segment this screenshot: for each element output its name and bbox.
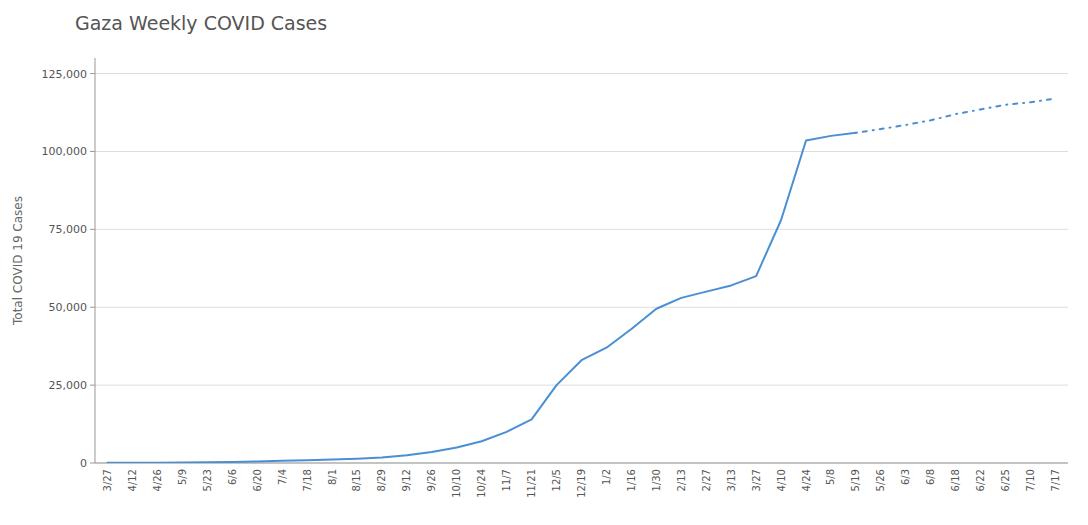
x-tick-label: 3/13 — [726, 469, 737, 491]
x-tick-label: 10/10 — [451, 469, 462, 498]
x-tick-label: 2/13 — [676, 469, 687, 491]
x-tick-label: 8/29 — [376, 469, 387, 491]
y-tick-label: 0 — [80, 457, 87, 470]
x-tick-label: 6/25 — [1000, 469, 1011, 491]
line — [856, 99, 1056, 133]
grid-line — [95, 151, 1068, 152]
y-tick — [90, 307, 95, 308]
x-tick-label: 7/4 — [277, 469, 288, 485]
x-tick-label: 6/18 — [950, 469, 961, 491]
x-tick-label: 9/12 — [401, 469, 412, 491]
x-tick-label: 8/15 — [351, 469, 362, 491]
x-tick-label: 4/26 — [152, 469, 163, 491]
x-tick-label: 7/10 — [1025, 469, 1036, 491]
x-tick-label: 5/23 — [202, 469, 213, 491]
x-tick-label: 10/24 — [476, 469, 487, 498]
x-tick-label: 12/5 — [551, 469, 562, 491]
x-tick-label: 3/27 — [102, 469, 113, 491]
chart: Gaza Weekly COVID Cases 0 25,000 50,000 75,0… — [0, 0, 1088, 525]
x-tick-label: 4/24 — [801, 469, 812, 491]
grid-line — [95, 229, 1068, 230]
grid — [95, 74, 1068, 463]
y-tick-label: 100,000 — [42, 145, 88, 158]
x-tick-label: 12/19 — [576, 469, 587, 498]
y-tick — [90, 385, 95, 386]
x-tick-label: 5/8 — [825, 469, 836, 485]
x-tick-label: 3/27 — [751, 469, 762, 491]
grid-line — [95, 73, 1068, 74]
y-tick-label: 25,000 — [49, 379, 88, 392]
x-tick-label: 11/7 — [501, 469, 512, 491]
x-tick-label: 7/17 — [1050, 469, 1061, 491]
y-axis-label: Total COVID 19 Cases — [11, 196, 25, 326]
x-tick-label: 1/2 — [601, 469, 612, 485]
y-tick — [90, 73, 95, 74]
x-tick-label: 4/12 — [127, 469, 138, 491]
grid-line — [95, 385, 1068, 386]
x-tick-label: 1/16 — [626, 469, 637, 491]
x-tick-label: 1/30 — [651, 469, 662, 491]
x-tick-label: 11/21 — [526, 469, 537, 498]
plot-area — [107, 99, 1055, 463]
title: Gaza Weekly COVID Cases — [75, 12, 327, 34]
x-tick-label: 5/9 — [177, 469, 188, 485]
x-tick-label: 7/18 — [302, 469, 313, 491]
x-tick-label: 8/1 — [327, 469, 338, 485]
x-tick-label: 5/19 — [850, 469, 861, 491]
y-tick-label: 50,000 — [49, 301, 88, 314]
y-tick — [90, 229, 95, 230]
y-tick-label: 75,000 — [49, 223, 88, 236]
y-axis — [95, 58, 96, 463]
x-tick-label: 6/8 — [925, 469, 936, 485]
x-tick-label: 6/6 — [227, 469, 238, 485]
x-tick-label: 6/20 — [252, 469, 263, 491]
y-tick — [90, 151, 95, 152]
grid-line — [95, 307, 1068, 308]
x-tick-label: 5/26 — [875, 469, 886, 491]
x-tick-label: 2/27 — [701, 469, 712, 491]
line — [107, 133, 855, 463]
x-tick-label: 6/22 — [975, 469, 986, 491]
y-tick-label: 125,000 — [42, 68, 88, 81]
x-tick-label: 4/10 — [776, 469, 787, 491]
y-tick — [90, 463, 95, 464]
x-tick-label: 9/26 — [426, 469, 437, 491]
x-tick-label: 6/3 — [900, 469, 911, 485]
